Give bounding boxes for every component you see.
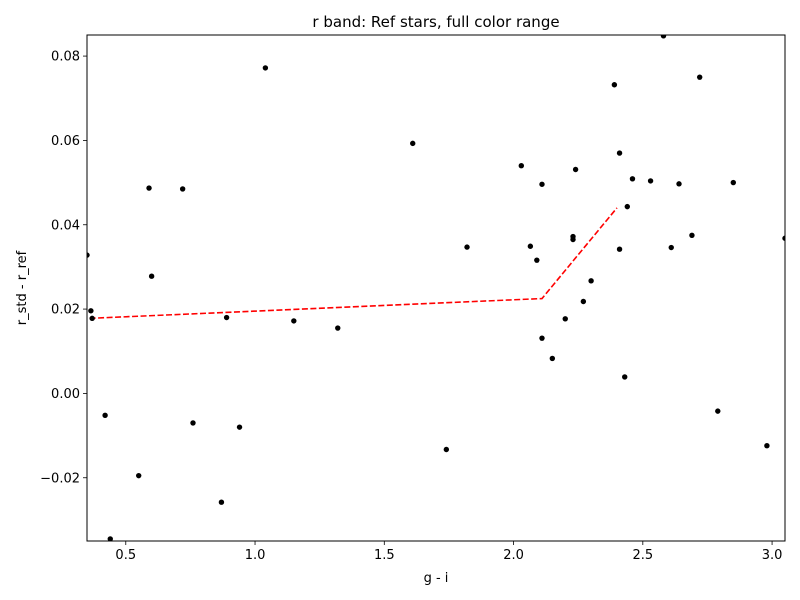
- y-tick-label: 0.02: [51, 303, 80, 318]
- points-layer: [87, 35, 785, 541]
- x-tick-label: 1.5: [374, 548, 395, 563]
- data-point: [223, 314, 230, 321]
- data-point: [148, 273, 155, 279]
- x-tick-label: 2.0: [503, 548, 524, 563]
- data-point: [629, 176, 636, 182]
- data-point: [572, 166, 579, 173]
- x-axis-label: g - i: [424, 571, 449, 586]
- chart-title: r band: Ref stars, full color range: [312, 13, 559, 31]
- data-point: [107, 536, 113, 541]
- data-point: [570, 236, 576, 243]
- data-point: [236, 424, 243, 430]
- y-axis-ticks: −0.02 0.00 0.02 0.04 0.06 0.08: [40, 50, 87, 486]
- data-point: [764, 443, 770, 449]
- data-point: [616, 150, 623, 156]
- y-tick-label: −0.02: [40, 471, 80, 486]
- data-point: [89, 315, 95, 322]
- data-point: [562, 316, 568, 322]
- data-point: [146, 185, 152, 191]
- data-point: [136, 472, 142, 479]
- data-point: [730, 179, 736, 186]
- data-point: [87, 252, 90, 258]
- data-point: [102, 412, 108, 419]
- data-point: [190, 420, 196, 426]
- data-point: [534, 257, 540, 263]
- y-axis-label: r_std - r_ref: [15, 250, 30, 325]
- data-point: [616, 246, 623, 252]
- data-point: [527, 243, 534, 249]
- data-point: [410, 140, 416, 147]
- data-point: [549, 355, 556, 362]
- y-tick-label: 0.06: [51, 134, 80, 149]
- data-point: [218, 499, 225, 505]
- data-point: [335, 325, 341, 331]
- x-tick-label: 3.0: [762, 548, 783, 563]
- data-point: [464, 244, 470, 250]
- axes-frame: [86, 34, 786, 542]
- fit-line: [89, 207, 618, 320]
- data-point: [88, 308, 94, 314]
- y-tick-label: 0.04: [51, 218, 80, 233]
- plot-area: [86, 34, 786, 542]
- data-point: [443, 446, 450, 453]
- x-axis-ticks: 0.5 1.0 1.5 2.0 2.5 3.0: [115, 541, 782, 563]
- data-point: [782, 235, 785, 241]
- data-point: [539, 181, 545, 187]
- data-point: [647, 178, 654, 184]
- axes-background: [87, 35, 785, 541]
- data-point: [539, 335, 545, 341]
- data-point: [676, 181, 682, 187]
- data-point: [622, 374, 628, 380]
- fit-line-layer: [89, 207, 618, 320]
- y-tick-label: 0.08: [51, 50, 80, 65]
- data-point: [660, 35, 667, 39]
- data-point: [624, 203, 630, 210]
- data-point: [262, 65, 269, 71]
- data-point: [696, 74, 703, 80]
- data-point: [518, 163, 525, 169]
- data-point: [179, 186, 186, 192]
- data-point: [611, 82, 618, 88]
- data-point: [668, 244, 674, 251]
- x-tick-label: 2.5: [632, 548, 653, 563]
- x-tick-label: 1.0: [245, 548, 266, 563]
- data-point: [715, 408, 721, 414]
- y-tick-label: 0.00: [51, 387, 80, 402]
- data-point: [291, 318, 297, 324]
- data-point: [580, 298, 587, 305]
- data-point: [588, 278, 594, 284]
- data-point: [689, 232, 695, 238]
- x-tick-label: 0.5: [115, 548, 136, 563]
